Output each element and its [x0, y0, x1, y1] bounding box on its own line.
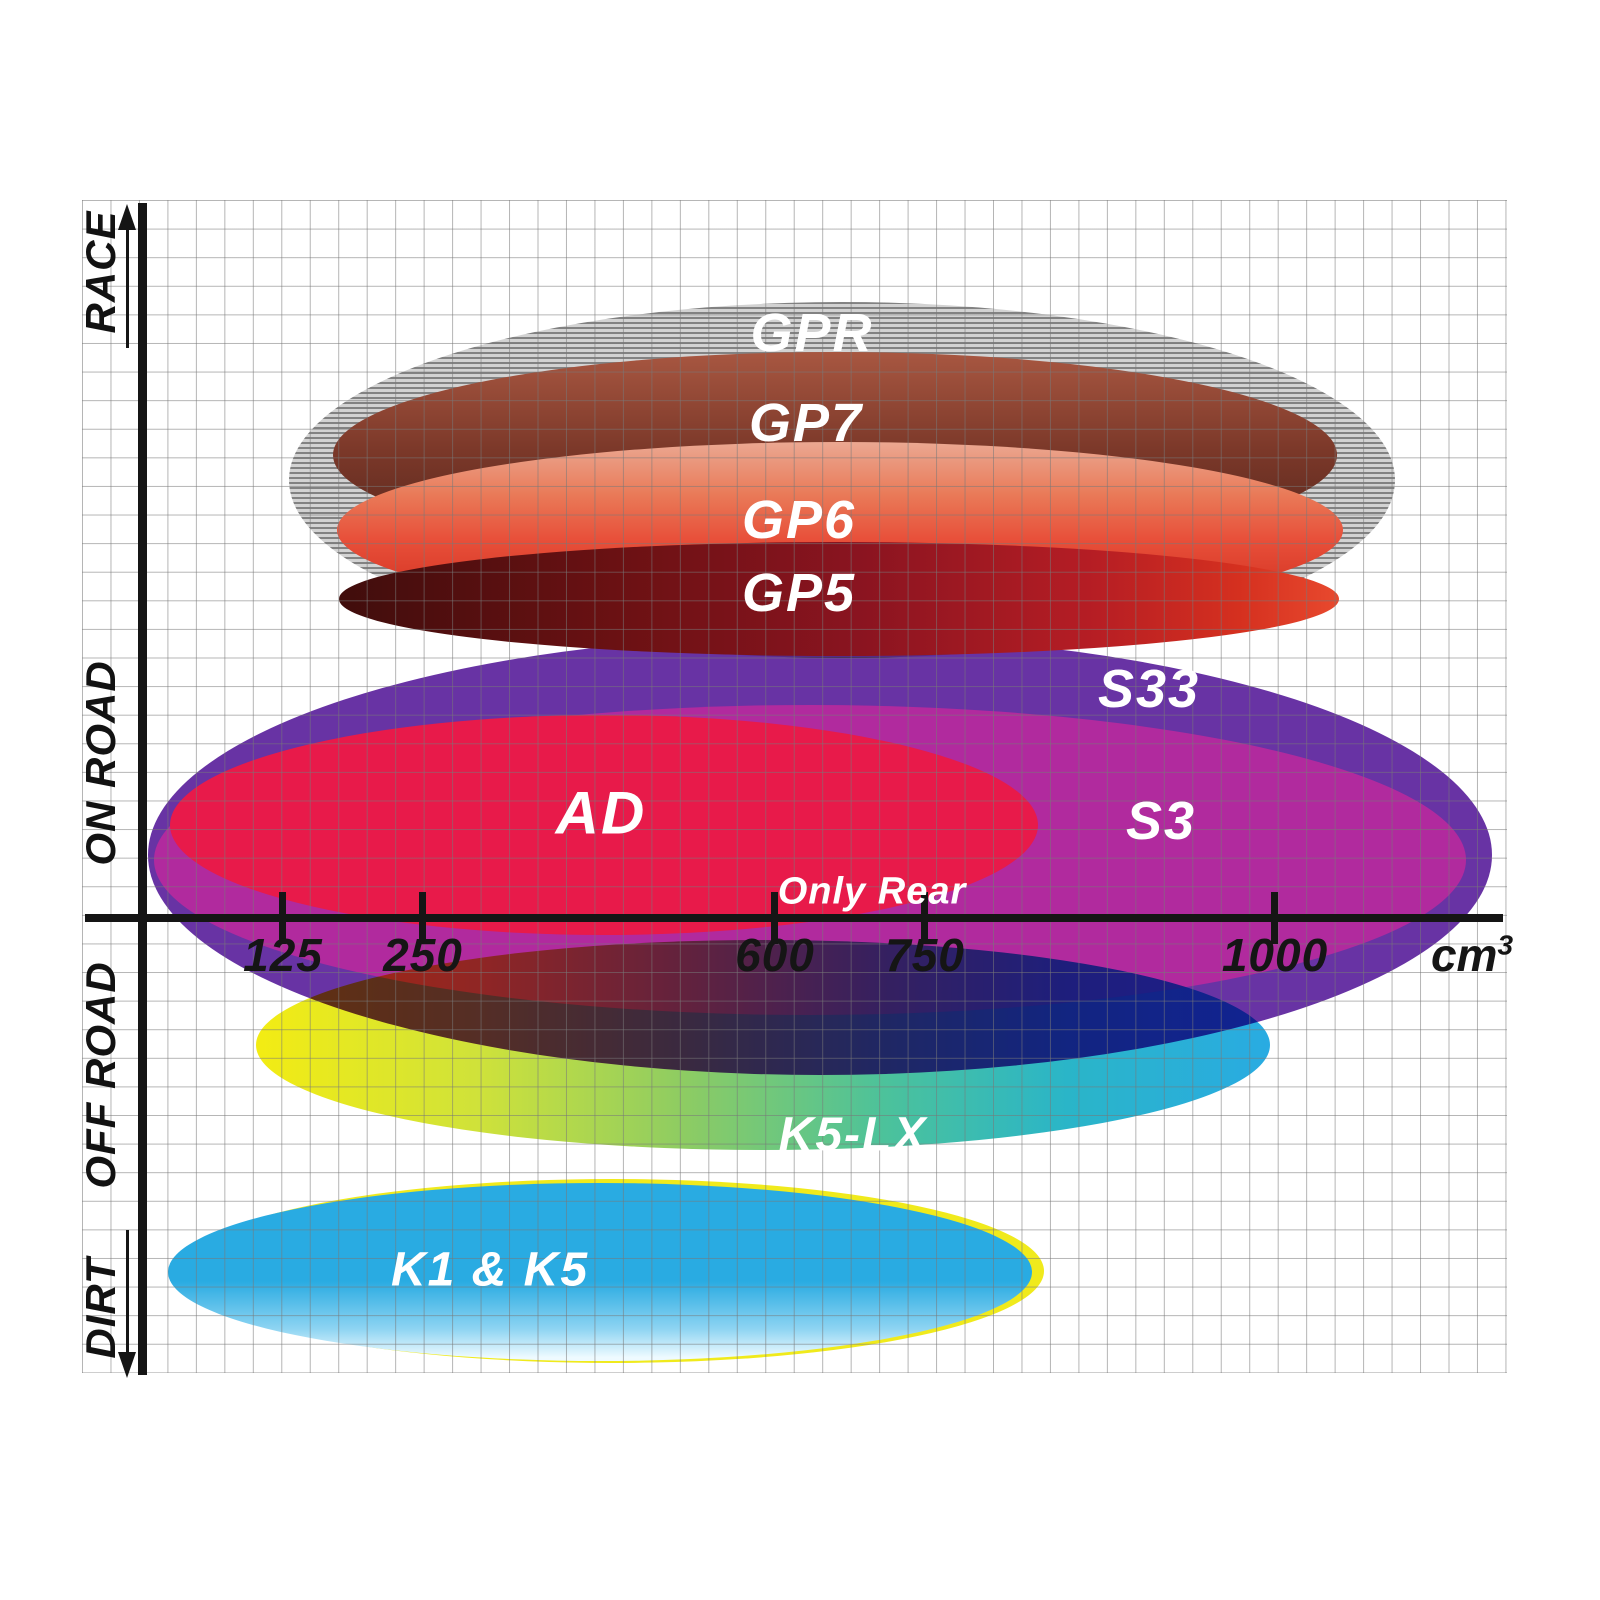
x-tick-label-250: 250 — [383, 929, 463, 981]
gp7-label: GP7 — [748, 393, 864, 453]
ad-label: AD — [555, 779, 647, 847]
k1k5-ellipse — [168, 1183, 1032, 1361]
k1k5-label: K1 & K5 — [390, 1243, 590, 1297]
y-axis-line — [138, 203, 147, 1375]
gp6-label: GP6 — [741, 490, 857, 550]
x-tick-label-125: 125 — [243, 929, 323, 981]
x-tick-label-1000: 1000 — [1221, 929, 1329, 981]
s3-label: S3 — [1125, 791, 1197, 851]
k5lx-label: K5-LX — [778, 1108, 928, 1162]
y-category-dirt: DIRT — [77, 1257, 124, 1359]
arrow-up-shaft — [126, 228, 129, 348]
only-rear-label: Only Rear — [777, 870, 967, 913]
x-axis-unit-label: cm3 — [1431, 928, 1513, 982]
x-axis-line — [85, 914, 1503, 922]
s33-label: S33 — [1097, 659, 1201, 719]
gpr-label: GPR — [750, 303, 874, 363]
y-category-race: RACE — [77, 210, 124, 334]
x-tick-label-750: 750 — [885, 929, 965, 981]
arrow-down-shaft — [126, 1230, 129, 1352]
x-tick-label-600: 600 — [735, 929, 815, 981]
gp5-label: GP5 — [741, 563, 857, 623]
y-category-on-road: ON ROAD — [77, 660, 124, 866]
x-axis-unit-exponent: 3 — [1497, 929, 1514, 961]
y-category-off-road: OFF ROAD — [77, 961, 124, 1189]
x-axis-unit-text: cm — [1430, 929, 1498, 981]
